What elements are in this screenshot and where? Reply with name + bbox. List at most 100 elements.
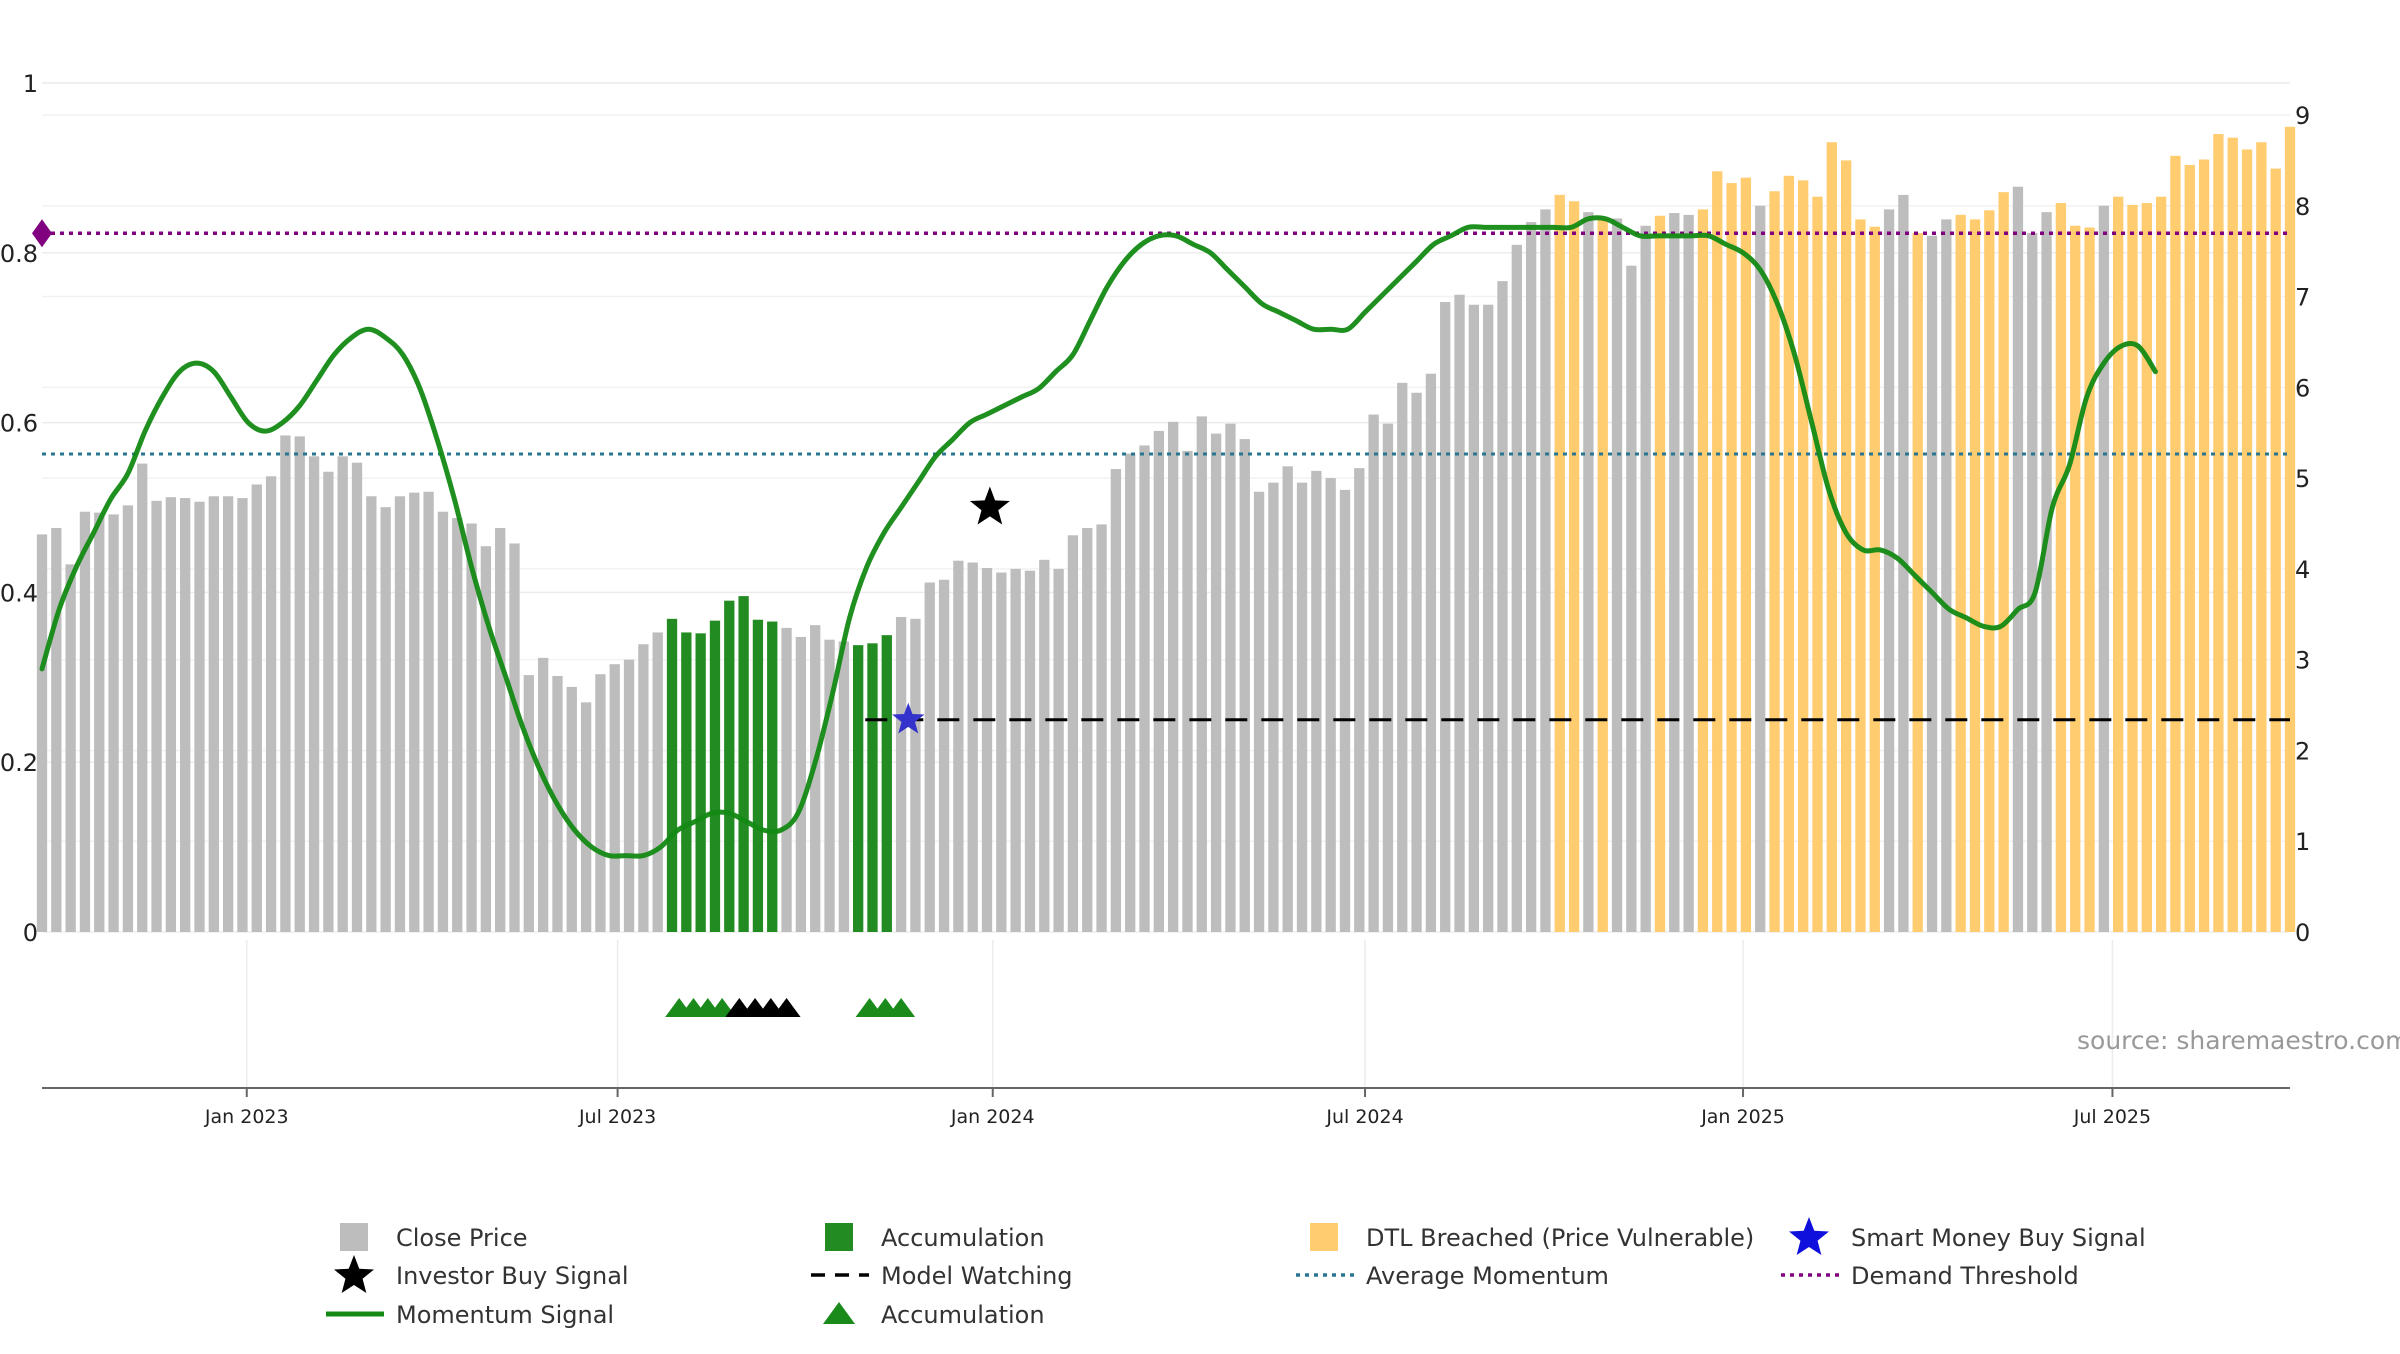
close-bar-52: [781, 627, 792, 932]
legend-item-7: Demand Threshold: [1781, 1262, 2079, 1290]
close-bar-77: [1139, 445, 1150, 932]
close-bar-84: [1239, 439, 1250, 932]
right-tick-6: 6: [2295, 374, 2310, 402]
legend-label-0: Close Price: [396, 1224, 528, 1252]
source-label: source: sharemaestro.com: [2077, 1026, 2400, 1055]
legend-item-4: Investor Buy Signal: [334, 1255, 629, 1293]
close-bar-140: [2041, 212, 2052, 933]
close-bar-83: [1225, 423, 1236, 932]
accumulation-bar-44: [666, 618, 678, 932]
close-bar-10: [180, 498, 191, 932]
right-tick-4: 4: [2295, 556, 2310, 584]
close-bar-41: [623, 659, 635, 932]
close-bar-98: [1440, 302, 1451, 933]
close-bar-32: [495, 528, 506, 932]
close-bar-3: [79, 511, 91, 932]
dtl-bar-125: [1826, 142, 1837, 932]
dtl-bar-116: [1697, 209, 1709, 933]
close-bar-110: [1611, 218, 1623, 932]
close-bar-74: [1096, 524, 1107, 932]
right-tick-5: 5: [2295, 465, 2310, 493]
close-bar-87: [1282, 466, 1293, 932]
left-tick-2: 0.4: [0, 579, 38, 607]
lines-layer: [32, 215, 2290, 859]
close-bar-114: [1669, 213, 1680, 933]
close-bar-97: [1425, 373, 1437, 932]
x-tick-label-3: Jul 2024: [1325, 1106, 1403, 1128]
accumulation-bar-49: [738, 596, 749, 932]
dtl-bar-124: [1812, 196, 1823, 932]
x-tick-label-5: Jul 2025: [2073, 1106, 2151, 1128]
right-tick-2: 2: [2295, 737, 2310, 765]
close-bar-27: [423, 491, 434, 932]
accumulation-bar-59: [881, 635, 892, 932]
close-bar-94: [1382, 423, 1394, 932]
dtl-bar-117: [1712, 171, 1723, 932]
close-bar-105: [1540, 209, 1551, 933]
dtl-bar-146: [2127, 204, 2138, 932]
close-bar-64: [953, 560, 964, 932]
legend-item-9: Accumulation: [823, 1301, 1045, 1329]
close-bar-37: [566, 686, 577, 932]
close-bar-86: [1268, 482, 1279, 932]
left-tick-1: 0.2: [0, 749, 38, 777]
close-bar-78: [1153, 430, 1164, 932]
left-tick-3: 0.6: [0, 410, 38, 438]
close-bar-0: [36, 534, 48, 932]
x-tick-label-0: Jan 2023: [204, 1106, 289, 1128]
legend-swatch-2: [1310, 1223, 1338, 1251]
close-bar-144: [2098, 205, 2110, 932]
right-tick-8: 8: [2295, 193, 2310, 221]
close-bar-69: [1024, 570, 1036, 932]
close-bar-81: [1196, 416, 1207, 933]
legend: Close Price Accumulation DTL Breached (Pri…: [326, 1217, 2146, 1329]
close-bar-8: [151, 500, 162, 932]
close-bar-9: [165, 497, 177, 932]
close-bar-92: [1354, 468, 1365, 932]
dtl-bar-156: [2270, 168, 2281, 932]
close-bar-129: [1883, 209, 1895, 933]
close-bar-99: [1454, 294, 1465, 932]
dtl-bar-154: [2241, 149, 2253, 933]
close-bar-13: [222, 496, 234, 932]
legend-item-6: Average Momentum: [1296, 1262, 1609, 1290]
accumulation-marker-10: [887, 998, 916, 1017]
dtl-bar-128: [1869, 226, 1880, 932]
close-bar-79: [1168, 421, 1179, 932]
close-bar-21: [337, 456, 348, 932]
dtl-bar-134: [1955, 214, 1966, 932]
close-bar-63: [938, 579, 950, 932]
close-bar-90: [1325, 478, 1336, 932]
accumulation-bar-50: [752, 619, 764, 932]
close-bar-15: [251, 484, 262, 932]
dtl-bar-141: [2055, 203, 2067, 932]
close-bar-55: [824, 639, 835, 932]
legend-label-9: Accumulation: [881, 1301, 1045, 1329]
dtl-bar-109: [1597, 219, 1608, 933]
close-bar-62: [924, 582, 935, 932]
dtl-bar-157: [2284, 126, 2296, 933]
close-bar-18: [294, 436, 305, 932]
left-tick-0: 0: [23, 919, 38, 947]
close-bar-14: [237, 498, 248, 932]
close-bar-1: [51, 528, 62, 932]
close-bar-5: [108, 514, 119, 932]
close-bar-31: [480, 546, 492, 932]
close-bar-61: [910, 618, 921, 932]
dtl-bar-153: [2227, 137, 2238, 932]
accumulation-marker-7: [772, 998, 801, 1017]
close-bar-56: [838, 641, 849, 932]
legend-item-0: Close Price: [340, 1223, 528, 1252]
accumulation-bar-47: [709, 620, 721, 932]
close-bar-19: [308, 456, 320, 932]
right-tick-0: 0: [2295, 919, 2310, 947]
smart-money-buy-star: [892, 702, 925, 734]
close-bar-43: [652, 632, 663, 932]
close-bar-17: [280, 435, 291, 932]
legend-swatch-1: [825, 1223, 853, 1251]
close-bar-11: [194, 501, 205, 932]
close-bar-33: [509, 543, 520, 932]
close-bar-29: [452, 518, 463, 932]
close-bar-38: [580, 702, 592, 932]
